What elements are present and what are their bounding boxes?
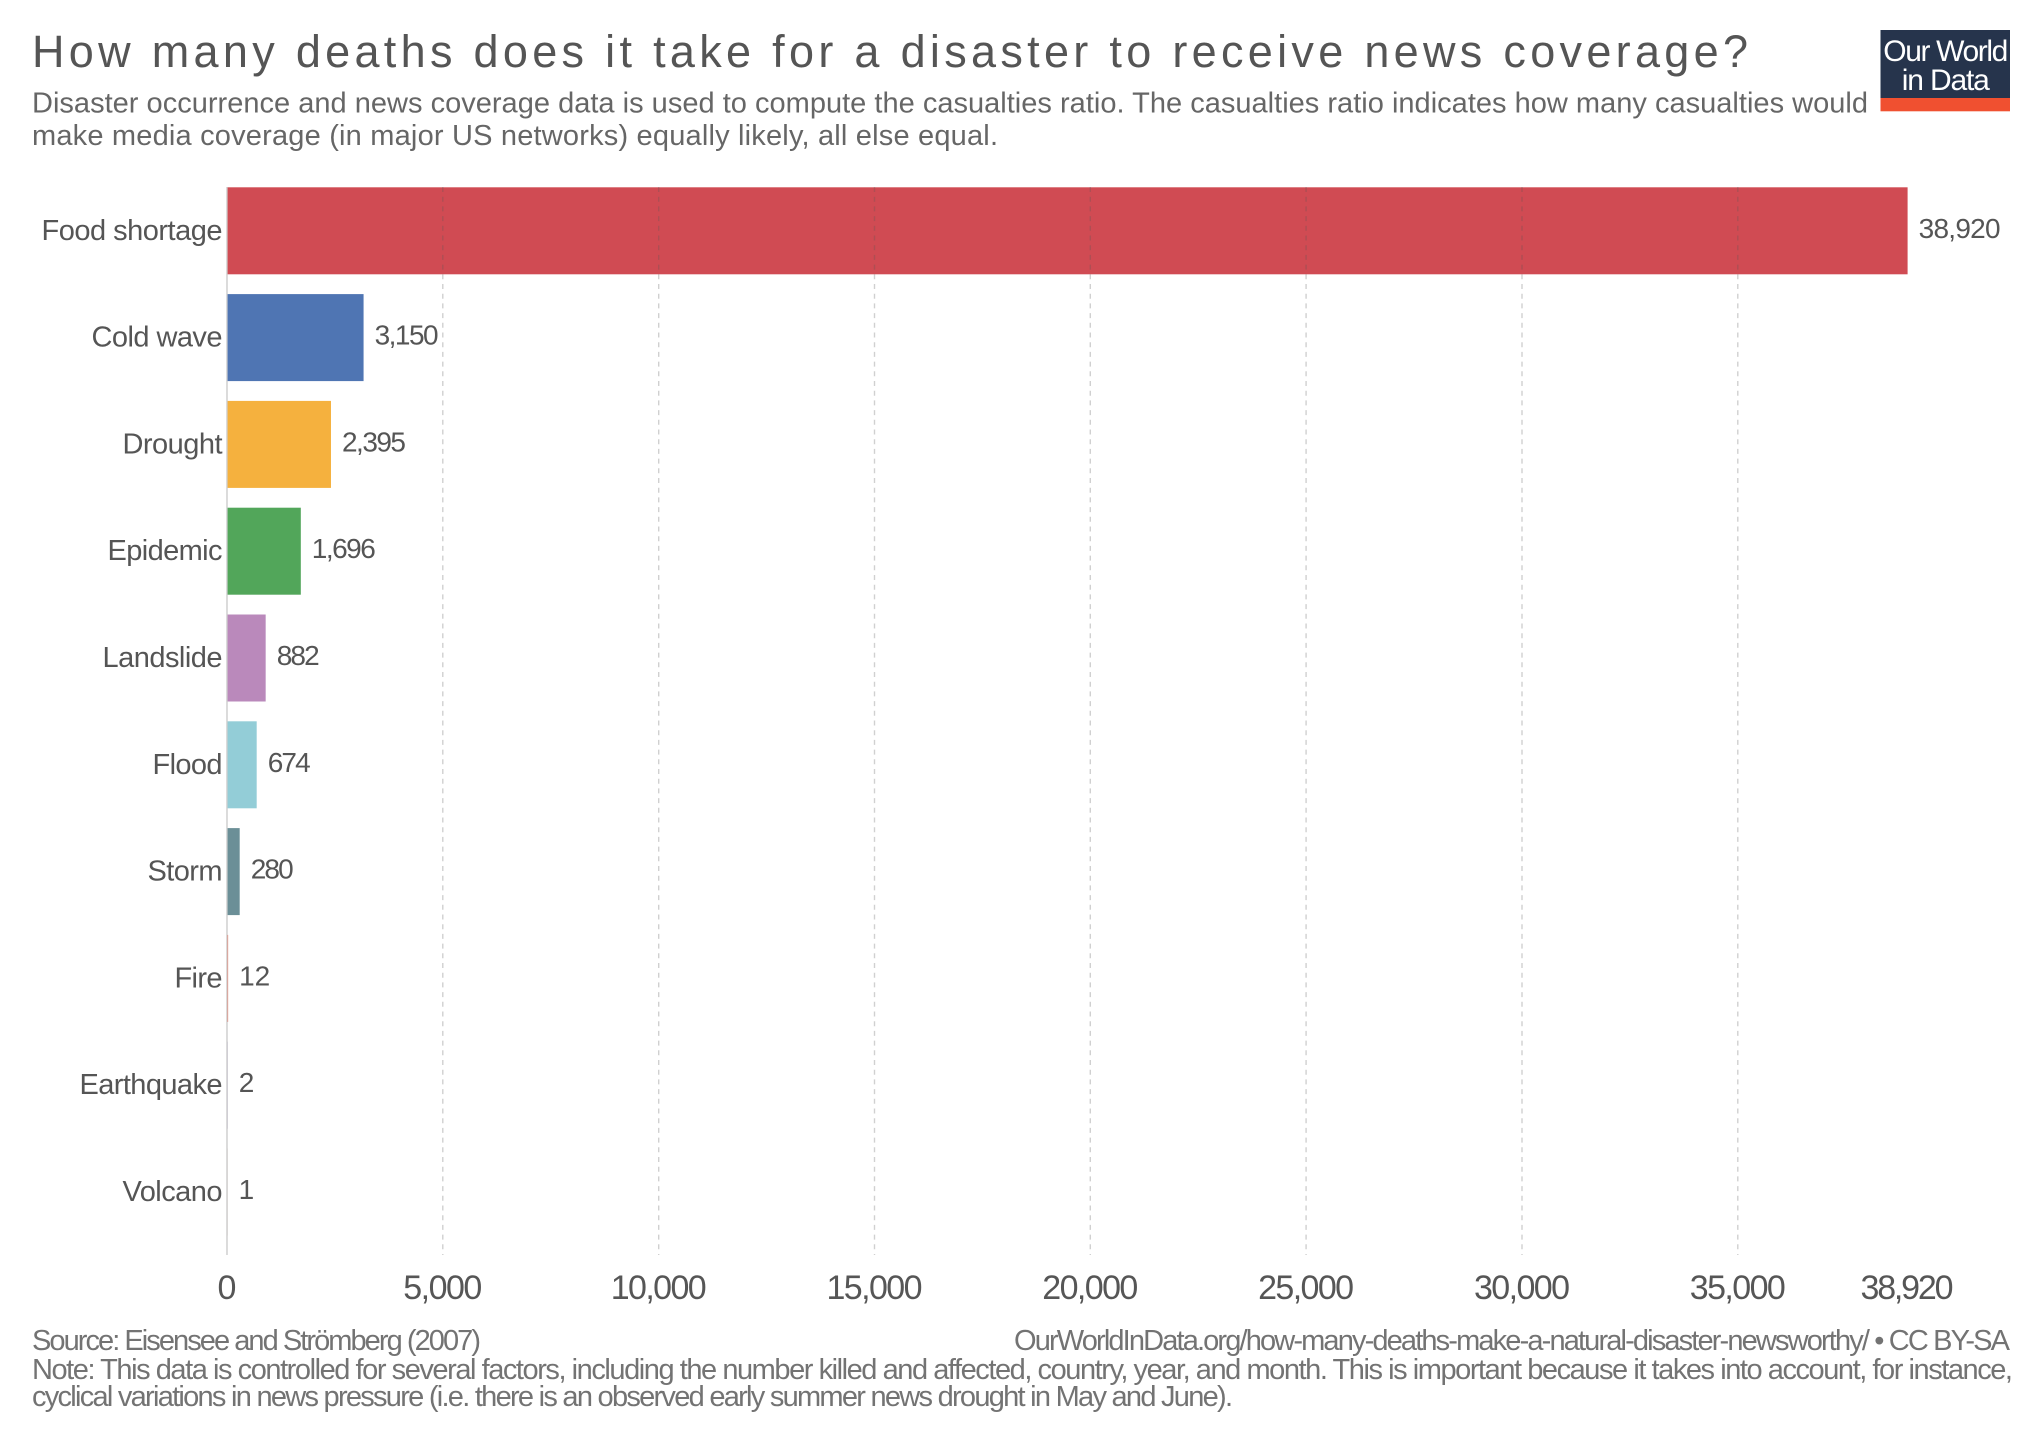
svg-text:20,000: 20,000 xyxy=(1042,1269,1138,1307)
svg-text:15,000: 15,000 xyxy=(827,1269,923,1307)
svg-text:Source: Eisensee and Strömberg: Source: Eisensee and Strömberg (2007) xyxy=(32,1325,481,1357)
svg-text:Storm: Storm xyxy=(148,856,223,888)
svg-text:Volcano: Volcano xyxy=(123,1176,223,1208)
svg-text:Fire: Fire xyxy=(175,962,223,994)
svg-text:cyclical variations in news pr: cyclical variations in news pressure (i.… xyxy=(32,1381,1233,1413)
svg-text:Epidemic: Epidemic xyxy=(108,535,223,567)
svg-text:Food shortage: Food shortage xyxy=(42,215,223,247)
svg-text:5,000: 5,000 xyxy=(403,1269,482,1307)
svg-text:1: 1 xyxy=(239,1174,255,1205)
svg-text:0: 0 xyxy=(218,1269,237,1307)
svg-text:Disaster occurrence and news c: Disaster occurrence and news coverage da… xyxy=(32,88,1868,120)
svg-text:How many deaths does it take f: How many deaths does it take for a disas… xyxy=(32,26,1748,77)
svg-text:Landslide: Landslide xyxy=(103,642,223,674)
svg-text:make media coverage (in major: make media coverage (in major US network… xyxy=(32,120,998,152)
svg-text:25,000: 25,000 xyxy=(1258,1269,1354,1307)
svg-text:280: 280 xyxy=(251,854,294,885)
svg-text:1,696: 1,696 xyxy=(312,533,376,564)
svg-text:3,150: 3,150 xyxy=(375,320,439,351)
svg-text:38,920: 38,920 xyxy=(1919,213,2001,244)
svg-text:Earthquake: Earthquake xyxy=(80,1069,223,1101)
svg-text:882: 882 xyxy=(277,640,320,671)
svg-text:30,000: 30,000 xyxy=(1474,1269,1570,1307)
svg-text:2: 2 xyxy=(239,1067,255,1098)
svg-text:OurWorldInData.org/how-many-de: OurWorldInData.org/how-many-deaths-make-… xyxy=(1014,1325,2011,1357)
svg-text:Cold wave: Cold wave xyxy=(92,322,223,354)
svg-text:12: 12 xyxy=(239,960,270,991)
svg-text:2,395: 2,395 xyxy=(342,426,406,457)
svg-text:10,000: 10,000 xyxy=(611,1269,707,1307)
svg-text:Drought: Drought xyxy=(123,428,223,460)
svg-text:in Data: in Data xyxy=(1902,64,1990,97)
svg-text:35,000: 35,000 xyxy=(1690,1269,1786,1307)
svg-text:Flood: Flood xyxy=(153,749,223,781)
svg-text:38,920: 38,920 xyxy=(1861,1269,1954,1307)
svg-text:674: 674 xyxy=(268,747,311,778)
